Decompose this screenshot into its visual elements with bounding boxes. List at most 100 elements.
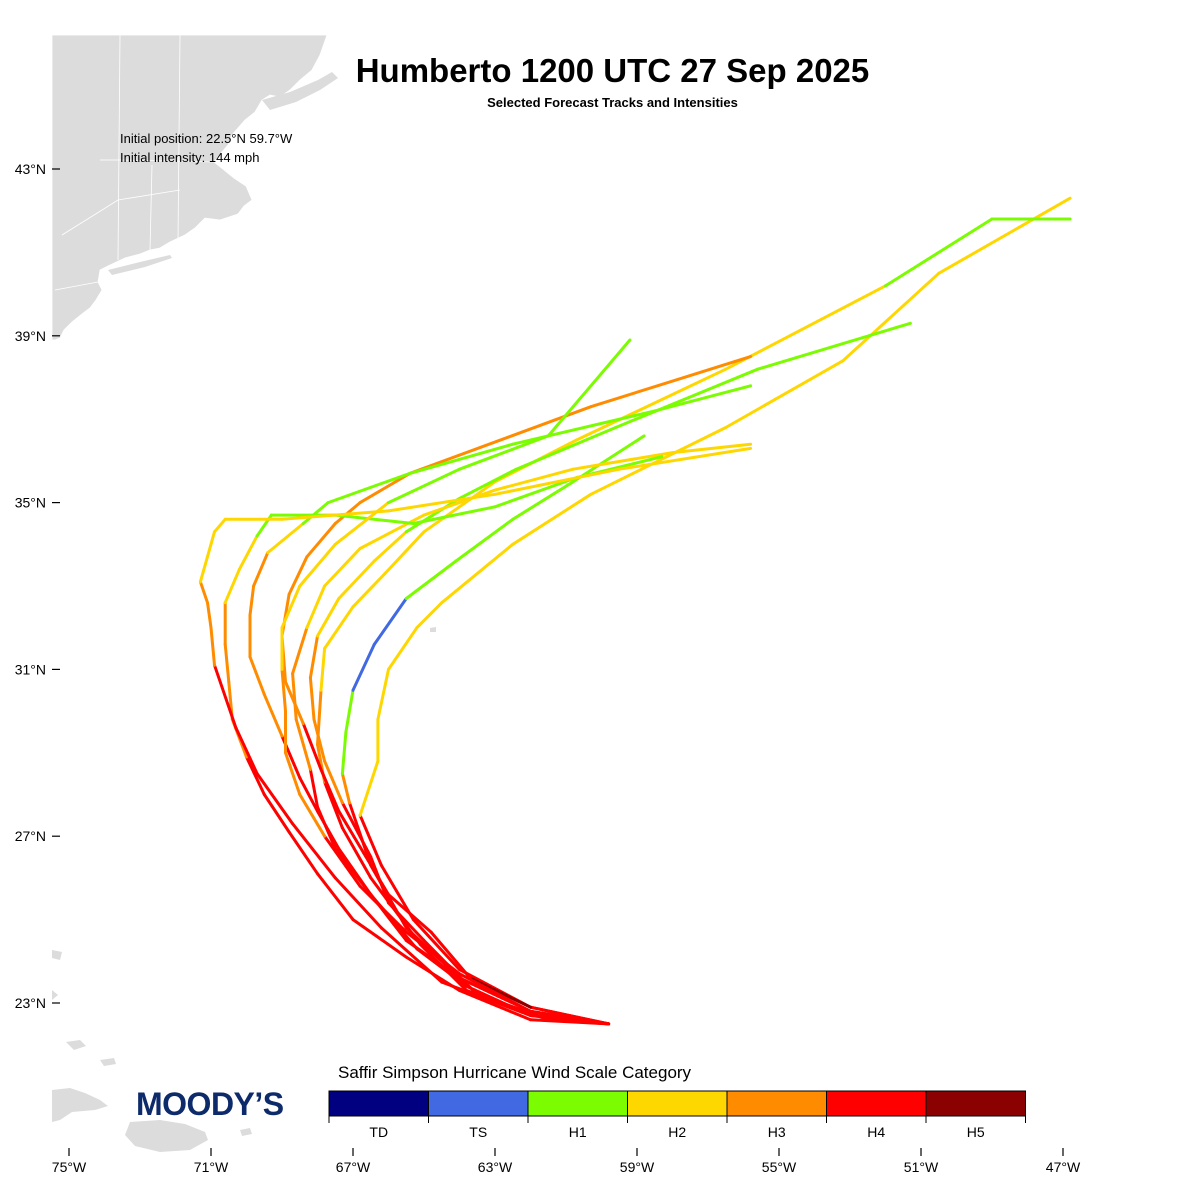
lat-tick-label: 43°N — [15, 161, 46, 177]
track-segment — [337, 809, 366, 855]
nova-scotia — [262, 72, 338, 110]
track-segment — [422, 488, 497, 517]
track-segment — [255, 772, 295, 826]
legend-label: TS — [469, 1124, 487, 1140]
track-segment — [333, 513, 415, 525]
legend-label: H2 — [668, 1124, 686, 1140]
track-segment — [223, 642, 231, 684]
track-segment — [493, 467, 575, 492]
legend-label: H4 — [867, 1124, 885, 1140]
lon-tick-label: 63°W — [478, 1159, 513, 1175]
track-segment — [937, 196, 1072, 275]
legend-swatch — [826, 1090, 927, 1117]
virgin-islands — [240, 1128, 252, 1136]
bermuda — [430, 627, 436, 632]
track-segment — [280, 667, 287, 713]
track-segment — [262, 793, 291, 834]
track-segment — [493, 476, 579, 509]
track-segment — [248, 655, 266, 696]
track-segment — [724, 284, 887, 371]
track-segment — [440, 980, 532, 1017]
track-segment — [316, 872, 355, 922]
lon-tick-label: 51°W — [904, 1159, 939, 1175]
track-segment — [514, 426, 618, 471]
track-segment — [280, 509, 390, 521]
legend-swatch — [726, 1090, 827, 1117]
track-segment — [617, 446, 753, 471]
track-segment — [280, 584, 302, 630]
track-segment — [223, 567, 241, 605]
state-boundary — [100, 159, 216, 163]
track-segment — [546, 380, 596, 438]
long-island — [108, 255, 172, 275]
state-boundary — [117, 34, 121, 261]
lon-tick-label: 59°W — [620, 1159, 655, 1175]
track-segment — [323, 547, 362, 588]
track-segment — [323, 759, 344, 805]
legend-label: H5 — [967, 1124, 985, 1140]
legend-swatch — [428, 1090, 529, 1117]
track-segment — [252, 551, 270, 588]
lat-tick-label: 31°N — [15, 661, 46, 677]
track-segment — [653, 384, 753, 413]
track-segment — [614, 367, 760, 429]
track-segment — [404, 930, 461, 976]
track-segment — [458, 972, 532, 1013]
state-boundary — [177, 34, 181, 241]
track-segment — [372, 597, 408, 646]
track-segment — [319, 647, 327, 692]
track-segment — [387, 492, 497, 513]
track-segment — [312, 717, 327, 763]
track-segment — [429, 930, 472, 980]
track-segment — [206, 601, 213, 630]
lon-tick-label: 75°W — [52, 1159, 87, 1175]
track-segment — [305, 522, 337, 559]
lon-tick-label: 67°W — [336, 1159, 371, 1175]
track-segment — [415, 601, 444, 630]
track-segment — [340, 801, 373, 859]
track-segment — [387, 626, 419, 671]
track-segment — [404, 559, 458, 600]
track-segment — [493, 467, 621, 496]
track-segment — [340, 772, 351, 805]
track-segment — [372, 530, 408, 563]
track-segment — [291, 672, 298, 721]
legend-colorbar: TD TS H1 H2 H3 H4 H5 — [328, 1090, 1026, 1140]
track-segment — [284, 680, 305, 726]
track-segment — [301, 722, 323, 771]
track-segment — [756, 321, 912, 371]
track-segment — [323, 780, 344, 830]
bahamas-1 — [52, 950, 62, 960]
track-segment — [358, 513, 426, 550]
forecast-track — [198, 446, 753, 1026]
track-segment — [351, 642, 376, 692]
state-boundaries — [54, 34, 216, 291]
track-segment — [319, 768, 341, 813]
track-segment — [298, 542, 337, 588]
track-segment — [575, 367, 728, 442]
legend-swatch — [627, 1090, 728, 1117]
map-title: Humberto 1200 UTC 27 Sep 2025 — [355, 52, 870, 89]
track-segment — [458, 434, 550, 471]
cape-cod — [214, 205, 236, 216]
track-segment — [379, 926, 444, 984]
track-segment — [387, 901, 426, 942]
lat-tick-label: 23°N — [15, 995, 46, 1011]
track-segment — [308, 768, 319, 809]
bahamas-2 — [52, 990, 58, 1000]
track-segment — [358, 884, 408, 934]
lon-tick-label: 47°W — [1046, 1159, 1081, 1175]
legend-label: TD — [369, 1124, 388, 1140]
track-segment — [248, 584, 256, 617]
track-segment — [511, 480, 575, 521]
track-segment — [326, 471, 412, 505]
track-segment — [287, 555, 309, 596]
track-segment — [298, 793, 327, 838]
lat-tick-label: 35°N — [15, 495, 46, 511]
track-segment — [454, 517, 515, 563]
lon-tick-label: 71°W — [194, 1159, 229, 1175]
track-segment — [340, 730, 348, 776]
track-segment — [351, 918, 408, 959]
track-segment — [422, 480, 497, 534]
